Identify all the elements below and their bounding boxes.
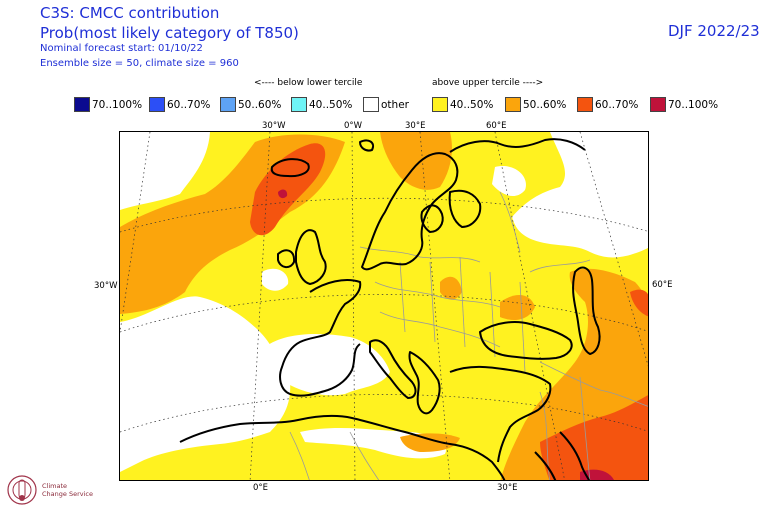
legend-swatch [432,97,448,112]
legend-item: 50..60% [220,97,281,112]
tick-label-right: 60°E [652,280,673,290]
legend-item-label: 70..100% [92,98,143,111]
legend-item: 40..50% [432,97,493,112]
legend-swatch [505,97,521,112]
tick-label-top: 60°E [486,121,507,131]
map-region-red-orange [630,289,648,317]
page-subtitle: Prob(most likely category of T850) [40,24,299,42]
season-label: DJF 2022/23 [668,22,760,40]
map-region-orange [380,132,452,190]
below-tercile-label: <---- below lower tercile [254,78,363,88]
legend-item-label: 70..100% [668,98,719,111]
map-region-dark-red [278,189,288,199]
map-region-other [262,268,289,291]
legend-item-label: 40..50% [450,98,494,111]
map-region-other [120,296,291,472]
legend-item: 60..70% [577,97,638,112]
tick-label-bottom: 30°E [497,483,518,493]
logo-line: Change Service [42,490,93,498]
tick-label-top: 30°E [405,121,426,131]
legend-item-label: 50..60% [523,98,567,111]
legend-item-label: 40..50% [309,98,353,111]
map-canvas [120,132,648,480]
legend-item-label: 60..70% [167,98,211,111]
coastlines [179,138,601,480]
legend-item: 50..60% [505,97,566,112]
legend-swatch [577,97,593,112]
legend-item: 70..100% [74,97,142,112]
logo-line: Climate [42,482,68,490]
legend-item-label: 60..70% [595,98,639,111]
forecast-start-label: Nominal forecast start: 01/10/22 [40,43,203,54]
map-region-other [263,334,390,396]
country-borders [289,191,648,480]
legend-item: 70..100% [650,97,718,112]
c3s-logo [4,470,114,514]
legend-swatch [74,97,90,112]
tick-label-bottom: 0°E [253,483,269,493]
above-tercile-label: above upper tercile ----> [432,78,544,88]
map-region-orange [500,295,535,320]
legend-item: 60..70% [149,97,210,112]
probability-map [119,131,649,481]
tick-label-top: 30°W [262,121,286,131]
logo-text: Climate Change Service [42,482,93,498]
page-title: C3S: CMCC contribution [40,4,220,22]
ensemble-size-label: Ensemble size = 50, climate size = 960 [40,58,239,69]
map-region-red-orange [250,143,326,236]
legend-item-label: 50..60% [238,98,282,111]
legend-item: 40..50% [291,97,352,112]
legend-swatch [650,97,666,112]
legend-item-label: other [381,98,409,111]
map-region-orange [400,433,460,452]
climate-logo-icon [7,475,37,505]
legend-swatch [291,97,307,112]
map-region-red-orange [540,395,648,480]
map-region-other [512,132,648,258]
tick-label-left: 30°W [94,281,118,291]
tick-label-top: 0°W [344,121,363,131]
map-region-other [120,132,210,210]
map-region-other [492,166,526,197]
legend-swatch [363,97,379,112]
map-region-orange [440,276,462,300]
legend-swatch [220,97,236,112]
legend-item: other [363,97,409,112]
legend-swatch [149,97,165,112]
